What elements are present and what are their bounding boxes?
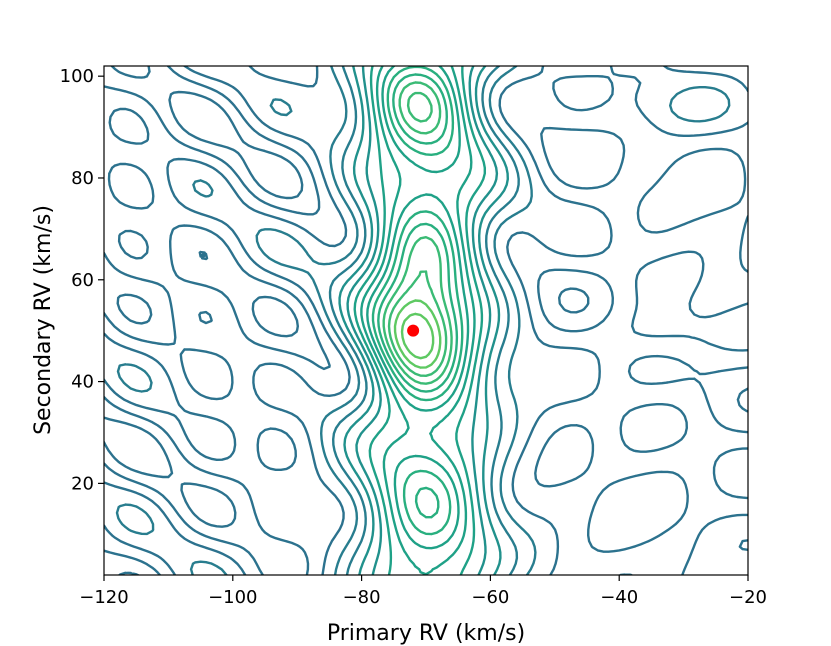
y-tick-label: 40 bbox=[71, 372, 94, 393]
plot-frame bbox=[103, 65, 749, 576]
y-axis-label: Secondary RV (km/s) bbox=[31, 205, 56, 435]
x-axis-label: Primary RV (km/s) bbox=[327, 621, 525, 646]
x-tick-label: −40 bbox=[600, 587, 638, 608]
contour-level bbox=[346, 66, 499, 575]
y-axis-ticks: 20 40 60 80 100 bbox=[60, 66, 104, 494]
y-tick-label: 60 bbox=[71, 270, 94, 291]
contour-level bbox=[387, 91, 448, 377]
contour-level bbox=[328, 66, 520, 575]
x-tick-label: −100 bbox=[208, 587, 257, 608]
contour-level bbox=[377, 73, 459, 519]
x-tick-label: −120 bbox=[79, 587, 128, 608]
contour-lines bbox=[104, 66, 748, 575]
y-tick-label: 20 bbox=[71, 473, 94, 494]
y-tick-label: 100 bbox=[60, 66, 94, 87]
contour-level bbox=[353, 66, 486, 575]
contour-level bbox=[360, 66, 476, 575]
contour-level bbox=[400, 312, 435, 360]
contour-level bbox=[371, 66, 464, 536]
peak-marker bbox=[407, 324, 420, 337]
x-tick-label: −60 bbox=[471, 587, 509, 608]
contour-level bbox=[393, 299, 442, 369]
contour-level bbox=[382, 81, 453, 385]
contour-level bbox=[338, 66, 509, 575]
x-tick-label: −20 bbox=[729, 587, 767, 608]
y-tick-label: 80 bbox=[71, 168, 94, 189]
contour-level bbox=[104, 66, 748, 575]
x-tick-label: −80 bbox=[343, 587, 381, 608]
contour-level bbox=[104, 66, 748, 575]
contour-level bbox=[366, 66, 470, 550]
contour-level bbox=[115, 66, 731, 575]
x-axis-ticks: −120 −100 −80 −60 −40 −20 bbox=[79, 575, 767, 608]
